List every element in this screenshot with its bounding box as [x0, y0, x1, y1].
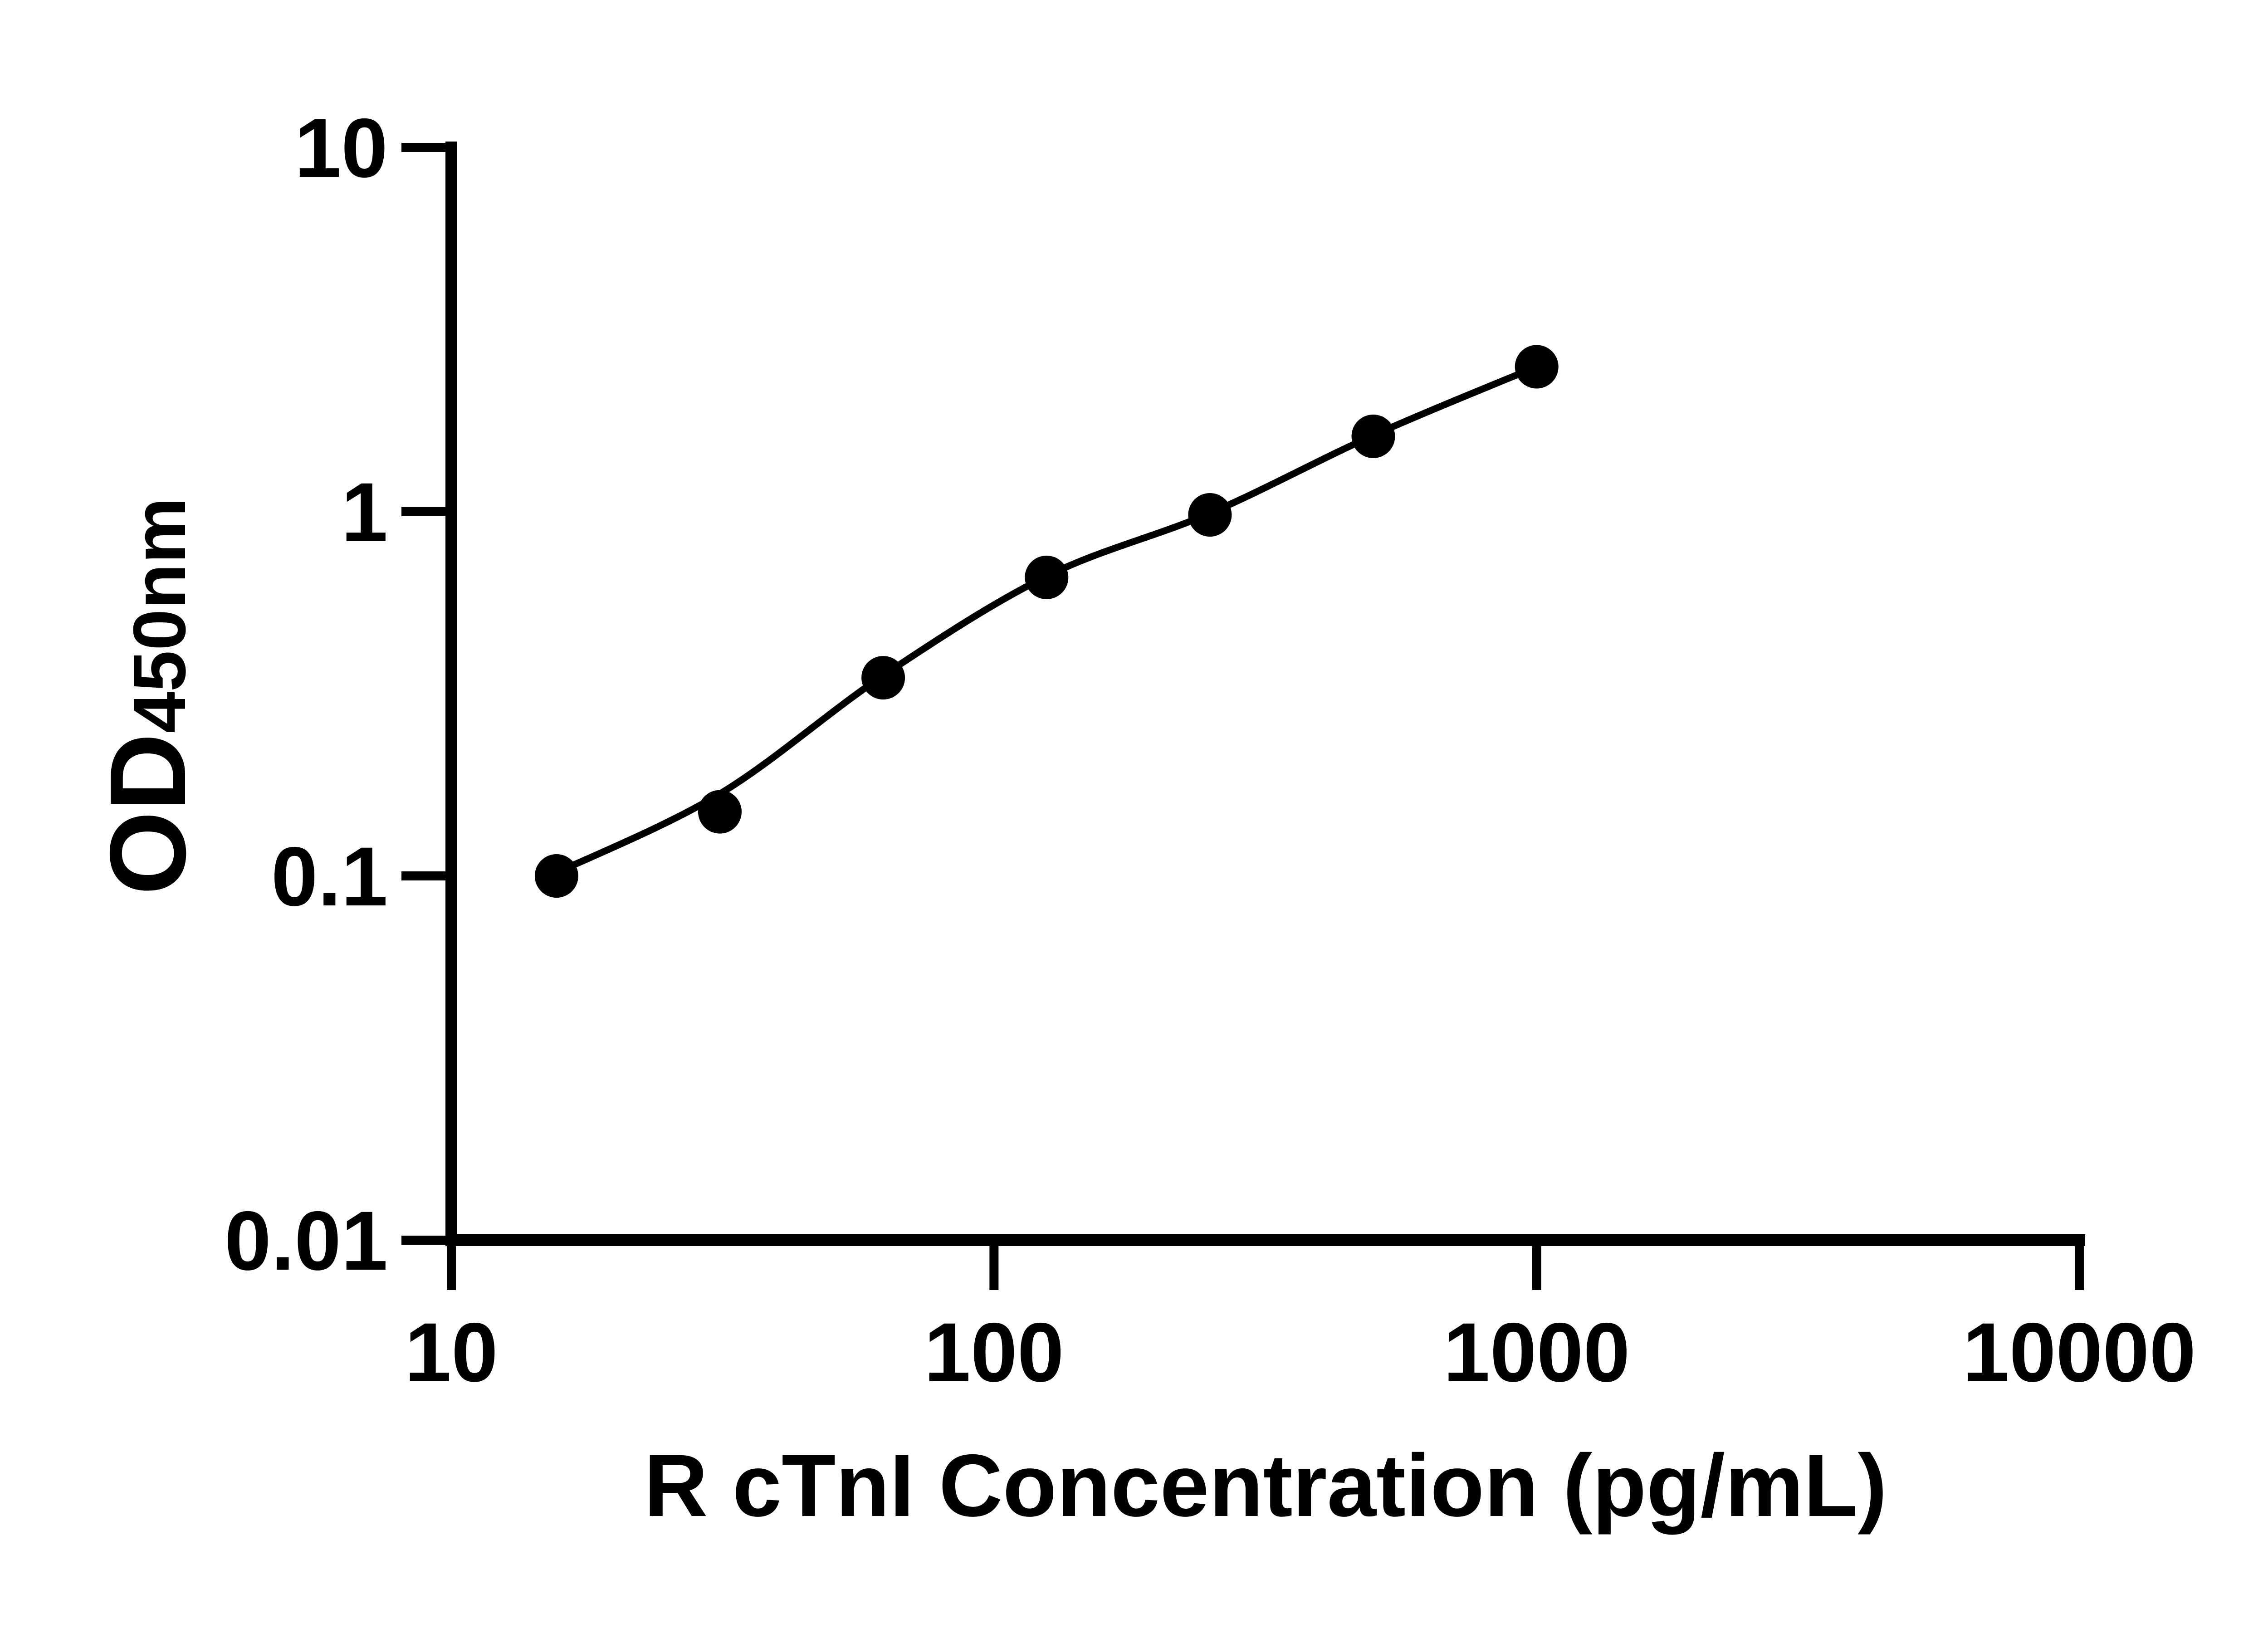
y-tick-label: 0.1: [271, 830, 388, 924]
y-tick-label: 10: [294, 102, 388, 195]
data-point: [698, 790, 742, 834]
data-point: [534, 854, 578, 898]
y-tick-label: 1: [341, 466, 388, 559]
y-tick-label: 0.01: [225, 1194, 388, 1288]
data-point: [1351, 414, 1395, 458]
x-tick-label: 10000: [1963, 1306, 2196, 1399]
y-axis-title-subscript: 450nm: [118, 498, 201, 733]
x-tick-label: 10: [405, 1306, 498, 1399]
data-point: [861, 656, 905, 700]
data-point: [1025, 555, 1069, 599]
y-axis-title-main: OD: [88, 733, 208, 895]
x-tick-label: 100: [924, 1306, 1064, 1399]
ticks-layer: [401, 143, 2084, 1290]
data-point: [1515, 345, 1559, 389]
x-axis-title: R cTnI Concentration (pg/mL): [644, 1436, 1887, 1535]
data-point: [1188, 493, 1232, 537]
series-layer: [534, 345, 1559, 898]
x-tick-label: 1000: [1443, 1306, 1630, 1399]
y-axis-title: OD450nm: [88, 498, 208, 895]
axes-layer: [445, 142, 2085, 1246]
